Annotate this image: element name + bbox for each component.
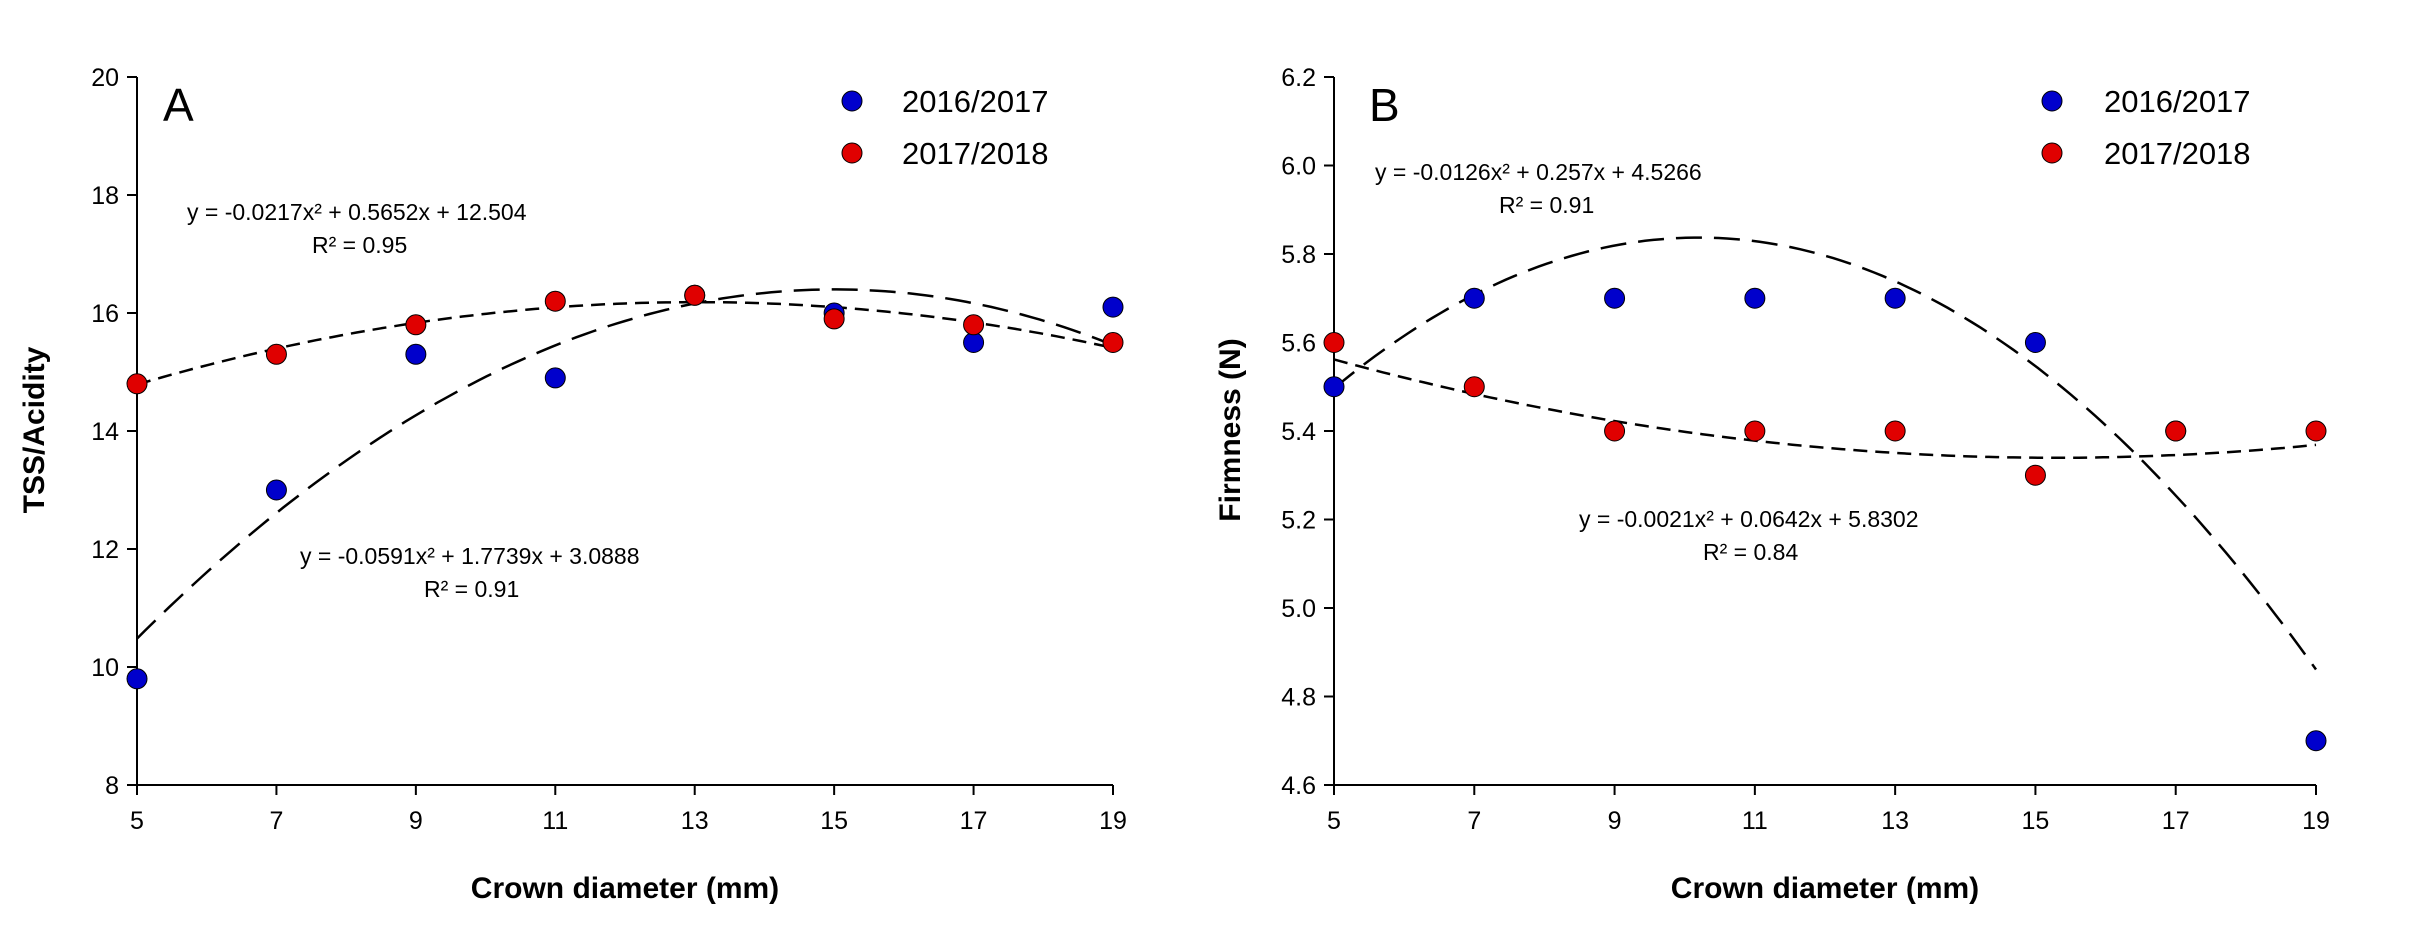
equation-2017-2018: y = -0.0217x² + 0.5652x + 12.504 — [187, 199, 527, 225]
data-point-2016-2017 — [2305, 730, 2327, 752]
data-point-2017-2018 — [2305, 420, 2327, 442]
fit-curve-2016-2017 — [136, 288, 1114, 640]
data-point-2017-2018 — [2165, 420, 2187, 442]
fit-curve-2017-2018 — [136, 300, 1114, 386]
data-point-2017-2018 — [1604, 420, 1626, 442]
panel-a-letter: A — [163, 79, 194, 131]
x-tick-label: 5 — [1327, 807, 1341, 835]
y-tick-label: 5.2 — [1281, 507, 1316, 535]
data-point-2016-2017 — [126, 668, 148, 690]
data-point-2016-2017 — [1744, 287, 1766, 309]
y-tick-label: 4.8 — [1281, 684, 1316, 712]
y-tick-label: 12 — [91, 536, 119, 564]
data-point-2016-2017 — [1323, 376, 1345, 398]
y-tick-label: 5.0 — [1281, 595, 1316, 623]
x-tick-label: 17 — [960, 807, 988, 835]
x-tick-label: 9 — [1608, 807, 1622, 835]
legend-label-2017-2018: 2017/2018 — [2104, 136, 2251, 171]
y-tick-label: 6.2 — [1281, 64, 1316, 92]
y-tick-label: 18 — [91, 182, 119, 210]
data-point-2016-2017 — [544, 367, 566, 389]
x-tick-label: 11 — [1742, 807, 1768, 835]
x-tick-label: 11 — [542, 807, 568, 835]
data-point-2016-2017 — [405, 343, 427, 365]
equation-2016-2017: y = -0.0126x² + 0.257x + 4.5266 — [1375, 159, 1702, 185]
data-point-2017-2018 — [1102, 332, 1124, 353]
data-point-2016-2017 — [265, 479, 287, 501]
legend-marker-2017-2018 — [2041, 142, 2063, 164]
data-point-2017-2018 — [265, 343, 287, 365]
legend-label-2016-2017: 2016/2017 — [2104, 84, 2251, 119]
y-tick-label: 6.0 — [1281, 153, 1316, 181]
equation-2016-2017: y = -0.0591x² + 1.7739x + 3.0888 — [300, 543, 640, 569]
equation-2017-2018: y = -0.0021x² + 0.0642x + 5.8302 — [1579, 506, 1919, 532]
data-point-2016-2017 — [1604, 287, 1626, 309]
y-tick-label: 14 — [91, 418, 119, 446]
r2-2016-2017: R² = 0.91 — [1499, 192, 1594, 218]
panel-a-y-axis-label: TSS/Acidity — [18, 346, 51, 513]
y-tick-label: 20 — [91, 64, 119, 92]
x-tick-label: 5 — [130, 807, 144, 835]
data-point-2016-2017 — [963, 332, 985, 353]
panel-a: A Crown diameter (mm) TSS/Acidity 2016/2… — [18, 64, 1127, 905]
x-tick-label: 7 — [269, 807, 283, 835]
y-tick-label: 10 — [91, 654, 119, 682]
data-point-2017-2018 — [1463, 376, 1485, 398]
panel-a-x-axis-label: Crown diameter (mm) — [471, 872, 779, 905]
x-tick-label: 9 — [409, 807, 423, 835]
data-point-2016-2017 — [1884, 287, 1906, 309]
data-point-2017-2018 — [823, 308, 845, 330]
legend-marker-2016-2017 — [841, 90, 863, 112]
data-point-2017-2018 — [1884, 420, 1906, 442]
fit-curve-2016-2017 — [1333, 236, 2318, 671]
data-point-2017-2018 — [544, 290, 566, 312]
data-point-2016-2017 — [2024, 332, 2046, 353]
legend-marker-2016-2017 — [2041, 90, 2063, 112]
x-tick-label: 13 — [681, 807, 709, 835]
fit-curve-2017-2018 — [1333, 358, 2317, 460]
y-tick-label: 5.4 — [1281, 418, 1316, 446]
x-tick-label: 17 — [2162, 807, 2190, 835]
panel-b-y-axis-label: Firmness (N) — [1214, 338, 1247, 521]
y-tick-label: 4.6 — [1281, 772, 1316, 800]
x-tick-label: 19 — [2302, 807, 2330, 835]
data-point-2017-2018 — [2024, 464, 2046, 486]
legend-marker-2017-2018 — [841, 142, 863, 164]
x-tick-label: 15 — [2022, 807, 2050, 835]
data-point-2017-2018 — [1744, 420, 1766, 442]
r2-2016-2017: R² = 0.91 — [424, 576, 519, 602]
data-point-2017-2018 — [1323, 332, 1345, 353]
data-point-2016-2017 — [1102, 296, 1124, 318]
y-tick-label: 16 — [91, 300, 119, 328]
data-point-2017-2018 — [684, 284, 706, 306]
panel-b-letter: B — [1369, 79, 1400, 131]
data-point-2016-2017 — [1463, 287, 1485, 309]
data-point-2017-2018 — [405, 314, 427, 336]
legend-label-2016-2017: 2016/2017 — [902, 84, 1049, 119]
panel-b-x-axis-label: Crown diameter (mm) — [1671, 872, 1979, 905]
legend-label-2017-2018: 2017/2018 — [902, 136, 1049, 171]
x-tick-label: 7 — [1467, 807, 1481, 835]
x-tick-label: 19 — [1099, 807, 1127, 835]
y-tick-label: 8 — [105, 772, 119, 800]
y-tick-label: 5.8 — [1281, 241, 1316, 269]
panel-b: B Crown diameter (mm) Firmness (N) 2016/… — [1214, 64, 2330, 905]
r2-2017-2018: R² = 0.95 — [312, 232, 407, 258]
x-tick-label: 13 — [1881, 807, 1909, 835]
data-point-2017-2018 — [963, 314, 985, 336]
x-tick-label: 15 — [820, 807, 848, 835]
data-point-2017-2018 — [126, 373, 148, 395]
r2-2017-2018: R² = 0.84 — [1703, 539, 1798, 565]
y-tick-label: 5.6 — [1281, 330, 1316, 358]
